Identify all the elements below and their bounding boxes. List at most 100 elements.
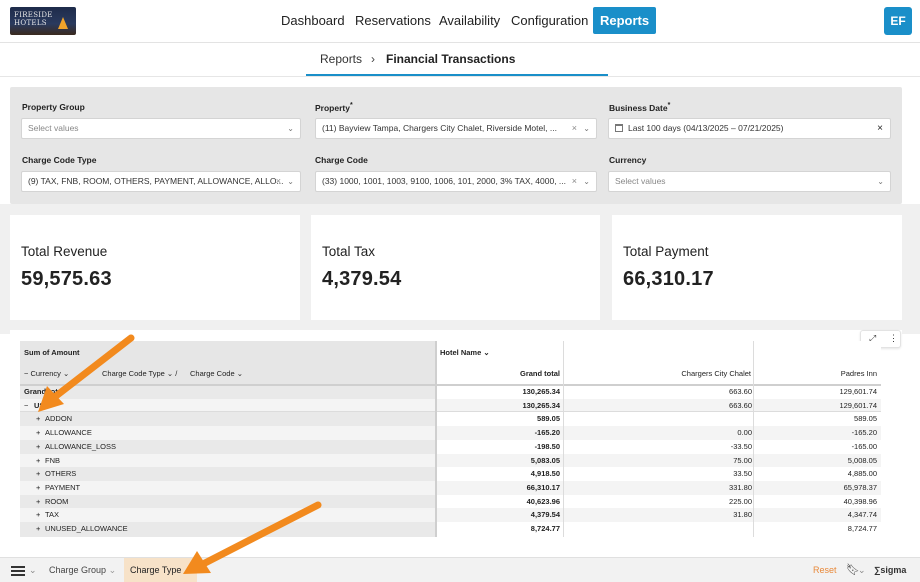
kpi-label: Total Payment	[623, 244, 709, 259]
expand-icon[interactable]: +	[36, 496, 41, 506]
nav-dashboard[interactable]: Dashboard	[281, 13, 345, 28]
charge-code-select[interactable]: (33) 1000, 1001, 1003, 9100, 1006, 101, …	[315, 171, 597, 192]
row-divider	[20, 411, 881, 413]
cell-value: 663.60	[729, 400, 752, 410]
nav-configuration[interactable]: Configuration	[511, 13, 589, 28]
clear-icon[interactable]: ×	[571, 176, 577, 186]
nav-reports[interactable]: Reports	[593, 7, 657, 34]
sigma-logo-icon: ∑	[874, 565, 881, 575]
chevron-down-icon: ⌄	[583, 124, 590, 133]
table-row: ALLOWANCE + -165.20 0.00 -165.20	[20, 426, 881, 440]
row-label[interactable]: Grand total	[24, 387, 65, 396]
active-tab-underline	[306, 74, 608, 76]
cell-value: 5,083.05	[530, 455, 560, 465]
property-select[interactable]: (11) Bayview Tampa, Chargers City Chalet…	[315, 118, 597, 139]
expand-icon[interactable]: +	[36, 469, 41, 479]
clear-icon[interactable]: ×	[571, 123, 577, 133]
charge-code-type-label: Charge Code Type	[22, 155, 97, 165]
expand-icon[interactable]: +	[36, 482, 41, 492]
cell-value: 4,347.74	[847, 510, 877, 520]
kpi-card-total-revenue: Total Revenue 59,575.63	[10, 215, 300, 320]
row-label[interactable]: PAYMENT	[45, 482, 81, 492]
collapse-icon[interactable]: −	[24, 400, 29, 410]
row-label[interactable]: OTHERS	[45, 469, 77, 479]
more-options-icon[interactable]: ⋮	[889, 333, 898, 343]
currency-select[interactable]: Select values ⌄	[608, 171, 891, 192]
table-row: FNB +5,083.05 75.00 5,008.05	[20, 453, 881, 468]
tab-charge-type[interactable]: Charge Type ⌄	[124, 558, 198, 582]
filter-panel: Property Group Select values ⌄ Property* …	[10, 87, 902, 204]
property-label: Property*	[315, 102, 353, 113]
kpi-label: Total Revenue	[21, 244, 108, 259]
row-label[interactable]: ALLOWANCE	[45, 428, 92, 438]
bookmark-icon[interactable]: 🔖︎	[846, 564, 860, 576]
property-group-label: Property Group	[22, 102, 85, 112]
table-row: PAYMENT +66,310.17 331.80 65,978.37	[20, 480, 881, 495]
cell-value: -198.50	[534, 441, 560, 451]
chevron-down-icon: ⌄	[877, 177, 884, 186]
calendar-icon	[615, 124, 623, 132]
tab-charge-group[interactable]: Charge Group ⌄	[49, 565, 117, 575]
row-header-charge-code[interactable]: Charge Code ⌄	[190, 369, 243, 378]
expand-icon[interactable]: +	[36, 414, 41, 424]
column-divider	[753, 341, 754, 537]
chevron-down-icon[interactable]: ⌄	[29, 565, 37, 575]
expand-icon[interactable]: +	[36, 441, 41, 451]
user-avatar[interactable]: EF	[884, 7, 912, 35]
cell-value: 65,978.37	[843, 482, 877, 492]
kpi-label: Total Tax	[322, 244, 376, 259]
clear-icon[interactable]: ×	[877, 123, 883, 134]
cell-value: 0.00	[737, 428, 752, 438]
cell-value: 75.00	[733, 455, 752, 465]
cell-value: 589.05	[537, 414, 560, 424]
cell-value: 66,310.17	[526, 482, 560, 492]
cell-value: 40,398.96	[843, 496, 877, 506]
cell-value: -165.00	[851, 441, 877, 451]
col-chargers-city-chalet: Chargers City Chalet	[681, 369, 751, 378]
kpi-value: 4,379.54	[322, 268, 402, 290]
cell-value: 31.80	[733, 510, 752, 520]
menu-icon[interactable]	[11, 566, 25, 578]
expand-icon[interactable]: +	[36, 524, 41, 533]
breadcrumb-reports[interactable]: Reports	[320, 52, 363, 66]
row-label[interactable]: ROOM	[45, 496, 69, 506]
charge-code-label: Charge Code	[315, 155, 368, 165]
chevron-down-icon: ⌄	[287, 177, 294, 186]
main-nav: Dashboard Reservations Availability Conf…	[0, 7, 920, 34]
fireside-hotels-logo[interactable]: FIRESIDE HOTELS	[10, 7, 76, 35]
cell-value: 225.00	[729, 496, 752, 506]
cell-value: 130,265.34	[522, 387, 560, 396]
pivot-row-header: Sum of Amount − Currency ⌄ Charge Code T…	[20, 341, 436, 384]
chevron-down-icon[interactable]: ⌄	[858, 565, 866, 575]
row-header-charge-code-type[interactable]: Charge Code Type ⌄ /	[102, 369, 178, 378]
nav-availability[interactable]: Availability	[439, 13, 501, 28]
cell-value: 5,008.05	[847, 455, 877, 465]
cell-value: 130,265.34	[522, 400, 560, 410]
charge-code-type-select[interactable]: (9) TAX, FNB, ROOM, OTHERS, PAYMENT, ALL…	[21, 171, 301, 192]
expand-icon[interactable]: +	[36, 455, 41, 465]
table-row: ADDON +589.05 589.05	[20, 412, 881, 426]
property-group-select[interactable]: Select values ⌄	[21, 118, 301, 139]
business-date-label: Business Date*	[609, 102, 671, 113]
row-label[interactable]: TAX	[45, 510, 60, 520]
top-navigation-bar: FIRESIDE HOTELS Dashboard Reservations Av…	[0, 0, 920, 43]
row-label[interactable]: ALLOWANCE_LOSS	[45, 441, 116, 451]
row-label[interactable]: UNUSED_ALLOWANCE	[45, 524, 128, 533]
nav-reservations[interactable]: Reservations	[355, 13, 431, 28]
expand-icon[interactable]: +	[36, 510, 41, 520]
expand-icon[interactable]: ⤢	[869, 333, 877, 343]
clear-icon[interactable]: ×	[275, 176, 281, 186]
expand-icon[interactable]: +	[36, 428, 41, 438]
column-header-hotel-name[interactable]: Hotel Name ⌄	[440, 348, 490, 357]
cell-value: -165.20	[851, 428, 877, 438]
breadcrumb: Reports › Financial Transactions	[0, 43, 920, 76]
row-label[interactable]: USD	[34, 400, 50, 410]
row-header-currency[interactable]: − Currency ⌄	[24, 369, 70, 378]
row-label[interactable]: FNB	[45, 455, 60, 465]
cell-value: 663.60	[729, 387, 752, 396]
reset-button[interactable]: Reset	[813, 565, 837, 575]
sigma-brand[interactable]: ∑sigma	[874, 565, 907, 575]
business-date-picker[interactable]: Last 100 days (04/13/2025 – 07/21/2025) ×	[608, 118, 891, 139]
table-row: USD − 130,265.34 663.60 129,601.74	[20, 398, 881, 413]
row-label[interactable]: ADDON	[45, 414, 73, 424]
